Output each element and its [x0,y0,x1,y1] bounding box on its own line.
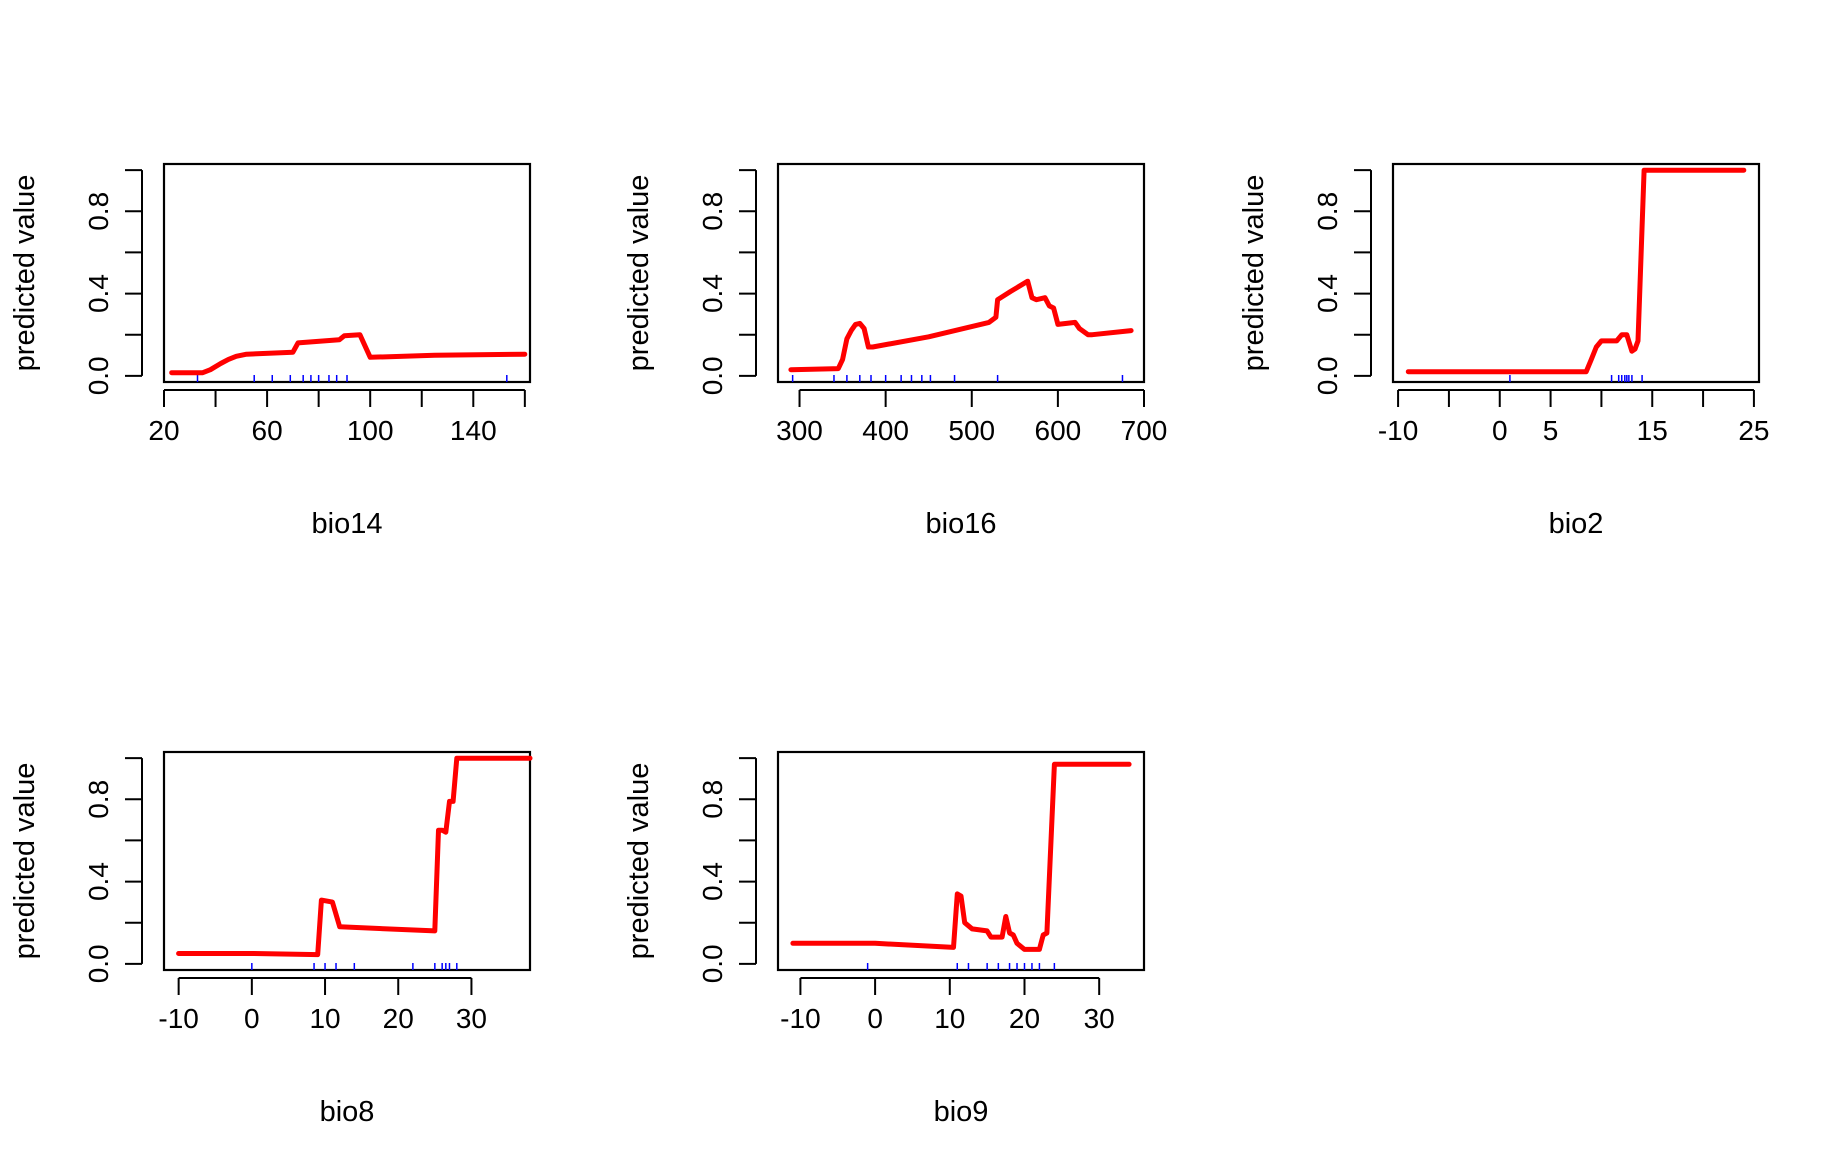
x-tick-label: 20 [148,415,179,446]
x-tick-label: -10 [1378,415,1418,446]
x-tick-label: 0 [244,1003,260,1034]
response-curve [169,332,528,376]
y-tick-label: 0.4 [697,274,728,313]
plot-frame [776,750,1146,972]
y-tick-label: 0.4 [83,274,114,313]
y-axis-title: predicted value [623,175,655,372]
plot-frame [776,162,1146,384]
x-tick-label: 100 [347,415,394,446]
response-curve [176,755,533,958]
panel-bio9: -10 0 10 20 30 0.0 0.4 0.8 bio9 predicted value [623,750,1146,1128]
x-tick-label: 600 [1035,415,1082,446]
y-tick-label: 0.8 [697,780,728,819]
x-tick-label: 0 [1492,415,1508,446]
y-tick-label: 0.4 [697,862,728,901]
y-axis-title: predicted value [9,763,41,960]
response-curve [790,761,1132,952]
y-axis-title: predicted value [1238,175,1270,372]
x-tick-label: 30 [1084,1003,1115,1034]
x-tick-label: 700 [1121,415,1168,446]
x-tick-label: 20 [1009,1003,1040,1034]
x-axis-title: bio14 [312,508,383,540]
panel-bio14: 20 60 100 140 0.0 0.4 0.8 bio14 predicted value [9,162,532,540]
response-curve [1405,167,1747,375]
x-tick-label: 5 [1543,415,1559,446]
x-axis-title: bio2 [1549,508,1604,540]
x-axis-title: bio16 [926,508,997,540]
y-tick-label: 0.0 [83,356,114,395]
plot-frame [1391,162,1761,384]
panel-bio8: -10 0 10 20 30 0.0 0.4 0.8 bio8 predicted value [9,750,533,1128]
y-tick-label: 0.0 [1312,356,1343,395]
x-tick-label: 10 [934,1003,965,1034]
x-tick-label: 400 [862,415,909,446]
y-axis-title: predicted value [623,763,655,960]
panel-bio2: -10 0 5 15 25 0.0 0.4 0.8 bio2 predicted value [1238,162,1769,540]
y-tick-label: 0.0 [697,356,728,395]
x-tick-label: 60 [252,415,283,446]
x-tick-label: 20 [383,1003,414,1034]
y-tick-label: 0.4 [1312,274,1343,313]
plot-frame [162,750,532,972]
x-tick-label: 500 [948,415,995,446]
x-tick-label: -10 [780,1003,820,1034]
x-tick-label: 300 [776,415,823,446]
x-tick-label: 140 [450,415,497,446]
y-tick-label: 0.4 [83,862,114,901]
x-axis-title: bio8 [320,1096,375,1128]
x-tick-label: -10 [158,1003,198,1034]
x-tick-label: 25 [1738,415,1769,446]
y-tick-label: 0.8 [697,192,728,231]
y-axis-title: predicted value [9,175,41,372]
x-axis-title: bio9 [934,1096,989,1128]
x-tick-label: 10 [309,1003,340,1034]
x-tick-label: 0 [867,1003,883,1034]
y-tick-label: 0.0 [83,944,114,983]
x-tick-label: 30 [456,1003,487,1034]
x-tick-label: 15 [1637,415,1668,446]
y-tick-label: 0.8 [83,780,114,819]
response-curve [788,278,1134,373]
y-tick-label: 0.8 [83,192,114,231]
y-tick-label: 0.0 [697,944,728,983]
panel-bio16: 300 400 500 600 700 0.0 0.4 0.8 bio16 predicted v… [623,162,1168,540]
y-tick-label: 0.8 [1312,192,1343,231]
